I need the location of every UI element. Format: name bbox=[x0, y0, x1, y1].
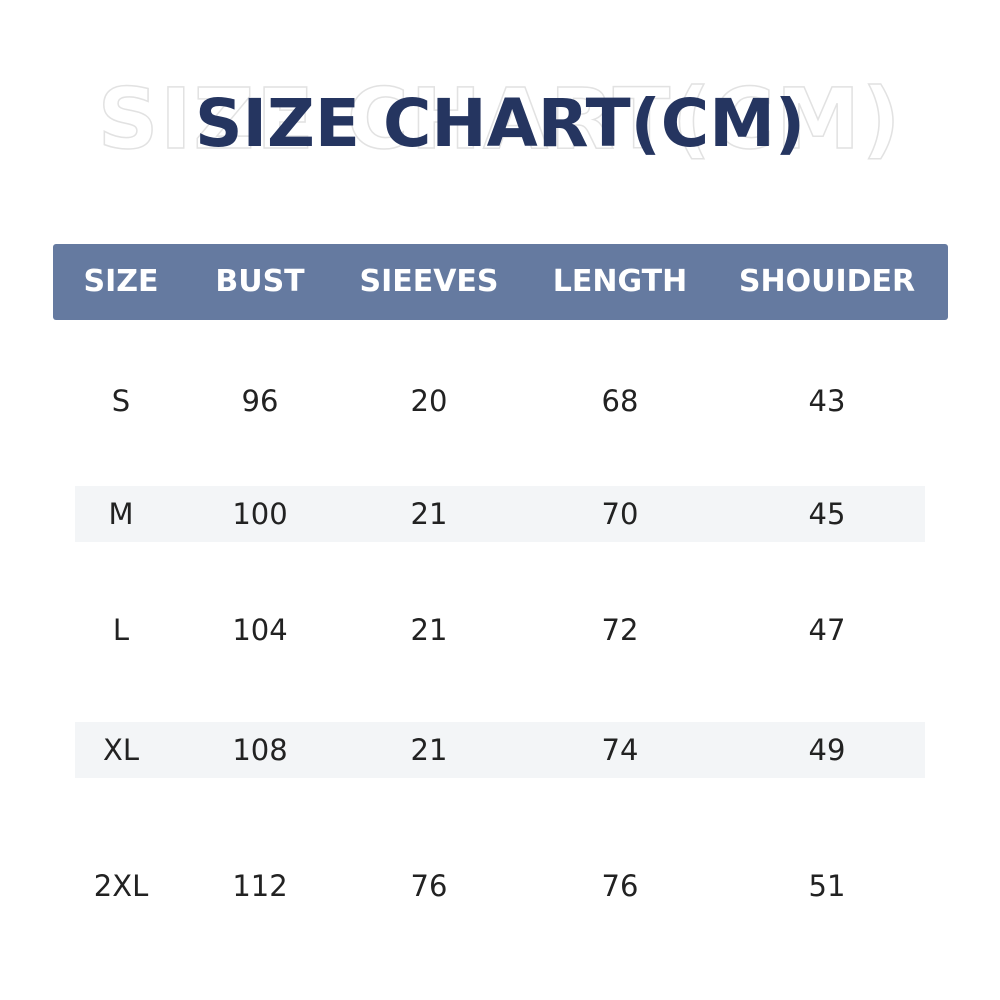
column-header: BUST bbox=[215, 264, 305, 299]
row-stripe bbox=[75, 486, 925, 542]
title: SIZE CHART(CM) bbox=[194, 85, 806, 162]
header-bar bbox=[53, 244, 948, 320]
table-cell: 112 bbox=[232, 869, 288, 903]
column-header: SIEEVES bbox=[359, 264, 499, 299]
column-header: SIZE bbox=[83, 264, 159, 299]
table-cell: S bbox=[111, 384, 131, 418]
table-cell: 68 bbox=[601, 384, 639, 418]
column-header: LENGTH bbox=[552, 264, 688, 299]
table-cell: 108 bbox=[232, 733, 288, 767]
table-cell: M bbox=[108, 497, 134, 531]
table-cell: 43 bbox=[808, 384, 846, 418]
table-cell: 45 bbox=[808, 497, 846, 531]
table-cell: 74 bbox=[601, 733, 639, 767]
table-cell: 51 bbox=[808, 869, 846, 903]
table-cell: 100 bbox=[232, 497, 288, 531]
table-cell: 21 bbox=[410, 733, 448, 767]
table-cell: 21 bbox=[410, 613, 448, 647]
table-cell: L bbox=[112, 613, 130, 647]
table-cell: 47 bbox=[808, 613, 846, 647]
table-cell: 72 bbox=[601, 613, 639, 647]
table-cell: 21 bbox=[410, 497, 448, 531]
table-cell: 76 bbox=[601, 869, 639, 903]
table-cell: 20 bbox=[410, 384, 448, 418]
table-cell: 49 bbox=[808, 733, 846, 767]
column-header: SHOUIDER bbox=[738, 264, 916, 299]
table-cell: 2XL bbox=[93, 869, 149, 903]
table-cell: 96 bbox=[241, 384, 279, 418]
table-cell: 76 bbox=[410, 869, 448, 903]
table-cell: 70 bbox=[601, 497, 639, 531]
table-cell: 104 bbox=[232, 613, 288, 647]
table-cell: XL bbox=[102, 733, 140, 767]
row-stripe bbox=[75, 722, 925, 778]
title-outline: SIZE CHART(CM) bbox=[97, 69, 903, 169]
